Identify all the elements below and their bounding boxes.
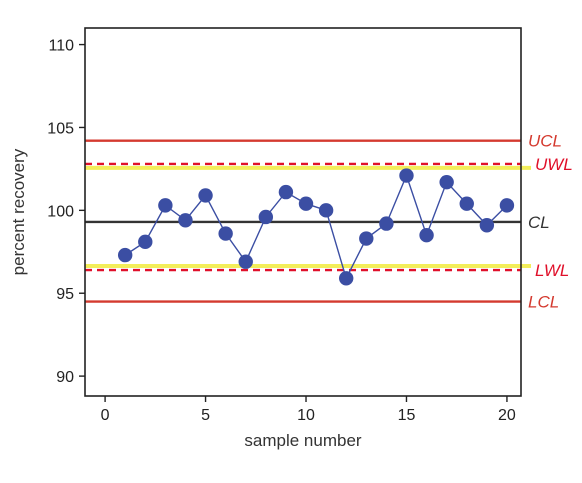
data-point-3 <box>158 198 173 213</box>
data-point-12 <box>338 271 354 286</box>
data-point-19 <box>479 218 495 233</box>
x-tick-label-20: 20 <box>498 407 516 424</box>
data-series <box>117 168 515 286</box>
x-axis-title: sample number <box>244 431 362 450</box>
data-point-10 <box>298 196 314 211</box>
x-tick-label-5: 5 <box>201 407 210 424</box>
data-point-9 <box>278 184 294 200</box>
cl-label: CL <box>528 213 550 232</box>
data-point-13 <box>359 231 374 246</box>
y-tick-label-90: 90 <box>56 369 74 386</box>
y-tick-label-100: 100 <box>47 203 74 220</box>
data-point-16 <box>419 228 434 243</box>
warning-bands <box>85 165 531 269</box>
ucl-label: UCL <box>528 132 562 151</box>
y-tick-label-95: 95 <box>56 286 74 303</box>
x-axis: 0 5 10 15 20 <box>101 396 516 424</box>
x-tick-label-10: 10 <box>297 407 315 424</box>
data-point-1 <box>117 247 133 263</box>
lwl-label: LWL <box>535 261 569 280</box>
y-tick-label-105: 105 <box>47 120 74 137</box>
uwl-label: UWL <box>535 155 573 174</box>
data-point-11 <box>318 203 334 218</box>
reference-lines <box>85 139 521 303</box>
data-point-14 <box>379 216 394 231</box>
x-tick-label-0: 0 <box>101 407 110 424</box>
reference-line-labels: UCL UWL CL LWL LCL <box>528 132 573 312</box>
data-point-18 <box>459 196 474 211</box>
lcl-label: LCL <box>528 293 559 312</box>
series-line <box>124 173 508 281</box>
data-point-15 <box>399 168 414 183</box>
y-axis: 90 95 100 105 110 <box>47 38 85 386</box>
data-point-5 <box>198 188 213 203</box>
data-point-4 <box>178 213 193 228</box>
data-point-6 <box>218 226 233 241</box>
x-tick-label-15: 15 <box>398 407 416 424</box>
y-tick-label-110: 110 <box>48 38 74 55</box>
data-point-8 <box>258 209 274 225</box>
data-point-17 <box>439 174 454 190</box>
data-point-2 <box>138 234 153 250</box>
plot-frame <box>84 27 522 397</box>
data-point-7 <box>238 254 253 269</box>
data-point-20 <box>499 198 515 213</box>
y-axis-title: percent recovery <box>9 148 28 275</box>
